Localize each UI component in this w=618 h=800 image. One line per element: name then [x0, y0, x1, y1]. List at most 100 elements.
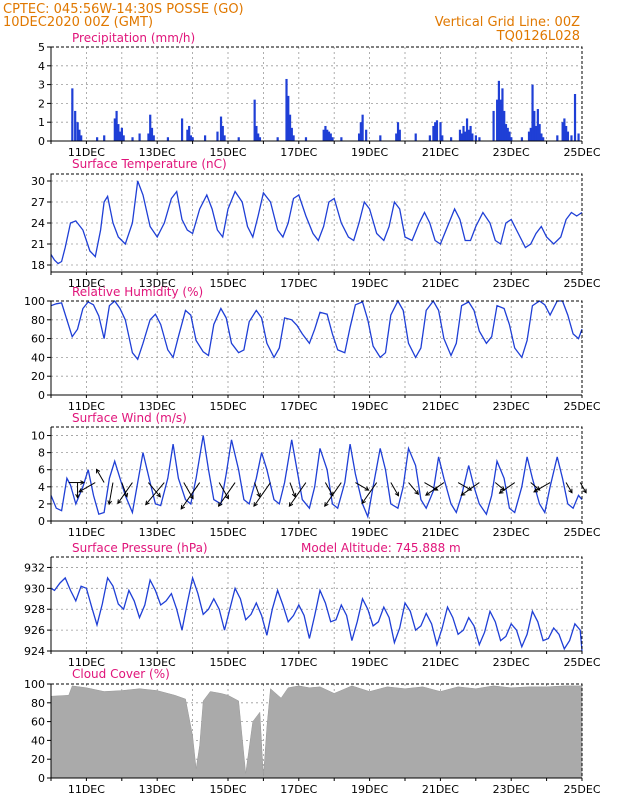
wind-arrow-head	[256, 492, 261, 498]
x-tick-label: 11DEC	[68, 400, 105, 413]
precipitation-bar	[76, 122, 79, 141]
wind-arrow-head	[123, 492, 129, 498]
x-tick-label: 17DEC	[280, 146, 317, 159]
precipitation-bar	[492, 110, 495, 141]
y-tick-label: 40	[31, 734, 45, 747]
y-tick-label: 3	[38, 79, 45, 92]
wind-arrow-head	[117, 499, 122, 505]
precipitation-bar	[464, 131, 467, 141]
precipitation-bar	[536, 109, 539, 141]
precipitation-bar	[434, 122, 437, 141]
wind-arrow-head	[217, 502, 223, 507]
y-tick-label: 932	[24, 561, 45, 574]
y-tick-label: 928	[24, 603, 45, 616]
precipitation-bar	[534, 125, 538, 141]
precipitation-bar	[188, 125, 191, 141]
precipitation-bar	[189, 135, 193, 141]
precipitation-bar	[147, 133, 150, 141]
precipitation-bar	[304, 137, 308, 141]
x-tick-label: 13DEC	[139, 400, 176, 413]
precipitation-bar	[469, 125, 472, 141]
precipitation-bar	[529, 127, 532, 141]
precipitation-bar	[556, 135, 559, 141]
precipitation-bar	[527, 131, 531, 141]
precipitation-bar	[450, 137, 453, 141]
panel-title-pressure: Surface Pressure (hPa)	[72, 541, 208, 555]
y-tick-label: 40	[31, 351, 45, 364]
y-tick-label: 0	[38, 772, 45, 785]
y-tick-label: 0	[38, 135, 45, 148]
wind-arrow-shaft	[457, 482, 472, 491]
precipitation-bar	[71, 88, 74, 141]
precipitation-bar	[533, 110, 536, 141]
header-station: CPTEC: 045:56W-14:30S POSSE (GO)	[3, 2, 244, 17]
x-tick-label: 11DEC	[68, 783, 105, 796]
header-grid-line: Vertical Grid Line: 00Z	[435, 15, 580, 30]
wind-arrow-head	[156, 492, 161, 498]
x-tick-label: 11DEC	[68, 146, 105, 159]
x-tick-label: 15DEC	[209, 656, 246, 669]
x-tick-label: 19DEC	[351, 146, 388, 159]
y-tick-label: 924	[24, 645, 45, 658]
x-tick-label: 21DEC	[422, 656, 459, 669]
wind-arrow-shaft	[324, 482, 334, 496]
wind-arrow-head	[291, 492, 297, 498]
precipitation-bar	[395, 133, 398, 141]
precipitation-bar	[152, 135, 155, 141]
wind-arrow-shaft	[180, 482, 201, 510]
y-tick-label: 0	[38, 515, 45, 528]
precipitation-bar	[115, 110, 118, 141]
series-line-temperature	[50, 180, 583, 265]
precipitation-bar	[432, 125, 435, 141]
x-tick-label: 23DEC	[493, 400, 530, 413]
x-tick-label: 19DEC	[351, 783, 388, 796]
precipitation-bar	[117, 124, 120, 141]
precipitation-bar	[326, 129, 329, 141]
wind-arrow-shaft	[117, 482, 133, 504]
precipitation-bar	[186, 129, 189, 141]
wind-arrow-head	[582, 488, 587, 494]
precipitation-bar	[561, 122, 564, 141]
wind-arrow-shaft	[579, 482, 587, 494]
y-tick-label: 80	[31, 697, 45, 710]
precipitation-bar	[499, 99, 502, 141]
precipitation-bar	[166, 137, 170, 141]
x-tick-label: 15DEC	[209, 783, 246, 796]
x-tick-label: 11DEC	[68, 526, 105, 539]
precipitation-bar	[138, 133, 141, 141]
y-tick-label: 5	[38, 41, 45, 54]
wind-arrow-shaft	[424, 482, 438, 491]
x-tick-label: 13DEC	[139, 783, 176, 796]
precipitation-bar	[255, 125, 258, 141]
wind-arrow-shaft	[355, 482, 369, 491]
precipitation-bar	[496, 99, 499, 141]
y-tick-label: 0	[38, 389, 45, 402]
cloud-cover-area	[50, 685, 583, 779]
precipitation-bar	[566, 131, 570, 141]
x-tick-label: 19DEC	[351, 526, 388, 539]
wind-arrow-head	[568, 488, 573, 494]
series-line-pressure	[50, 575, 583, 652]
x-tick-label: 15DEC	[209, 526, 246, 539]
model-altitude-annotation: Model Altitude: 745.888 m	[301, 541, 461, 555]
precipitation-bar	[538, 124, 541, 141]
precipitation-bar	[276, 137, 279, 141]
x-tick-label: 21DEC	[422, 783, 459, 796]
wind-arrow-shaft	[361, 482, 378, 504]
wind-arrow-head	[425, 491, 430, 496]
wind-arrow-head	[75, 493, 80, 499]
precipitation-bar	[501, 88, 504, 141]
precipitation-bar	[357, 133, 361, 141]
x-tick-label: 25DEC	[563, 783, 600, 796]
precipitation-bar	[465, 118, 469, 141]
x-tick-label: 13DEC	[139, 656, 176, 669]
wind-arrow-shaft	[533, 482, 551, 493]
x-tick-label: 13DEC	[139, 146, 176, 159]
y-tick-label: 27	[31, 196, 45, 209]
precipitation-bar	[497, 80, 501, 141]
wind-arrow-head	[107, 500, 113, 506]
precipitation-bar	[119, 131, 122, 141]
precipitation-bar	[120, 127, 123, 141]
x-tick-label: 21DEC	[422, 400, 459, 413]
x-tick-label: 21DEC	[422, 277, 459, 290]
